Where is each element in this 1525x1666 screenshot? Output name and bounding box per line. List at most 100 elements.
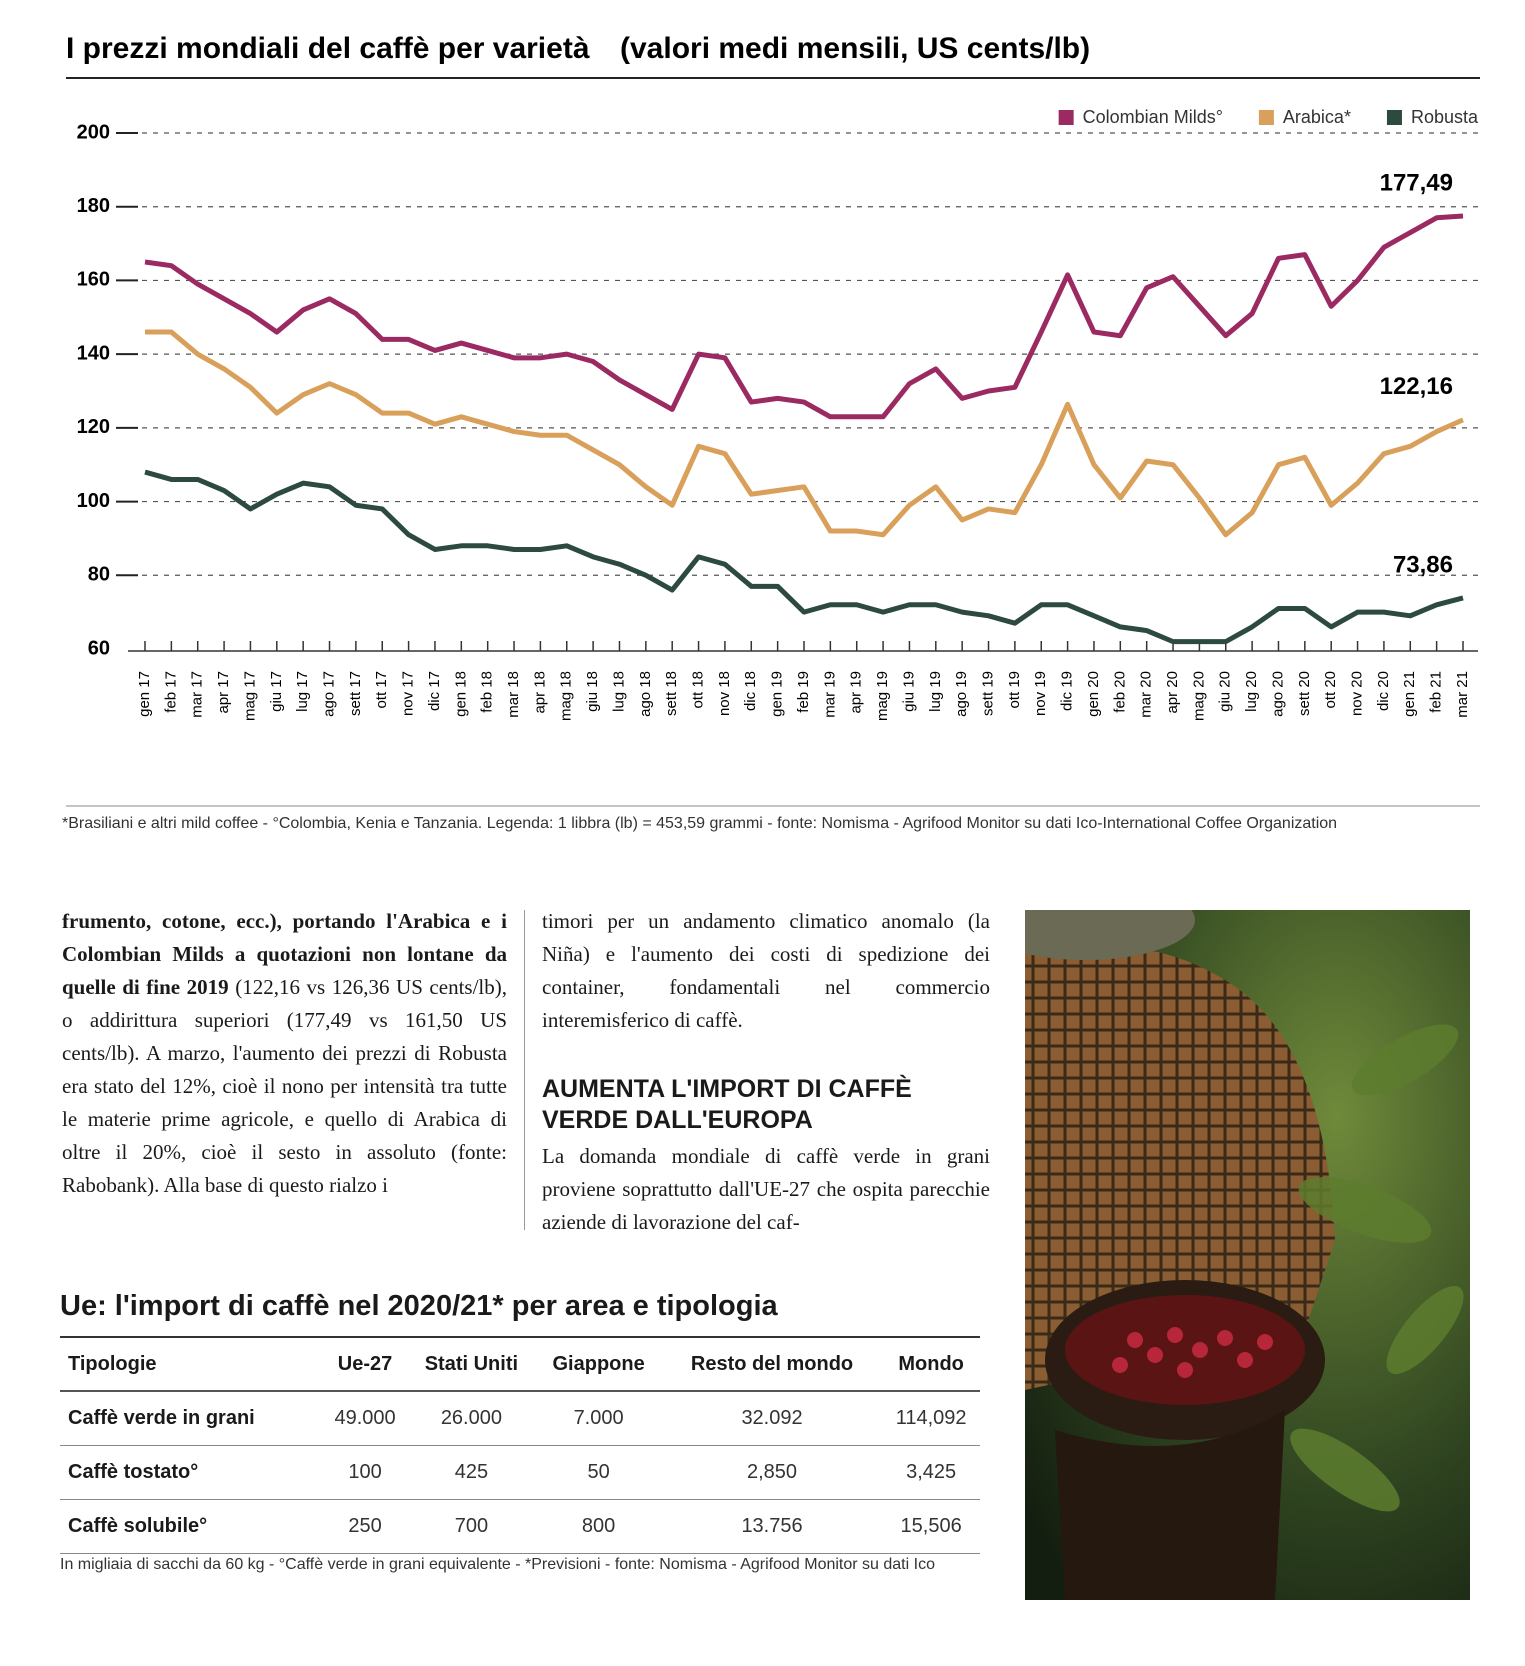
table-cell: 3,425 — [882, 1445, 980, 1500]
x-tick-label: dic 19 — [1059, 671, 1076, 711]
table-cell: 13.756 — [661, 1499, 883, 1554]
x-tick-label: dic 18 — [742, 671, 759, 711]
text: (122,16 vs 126,36 US cents/lb), o addiri… — [62, 975, 507, 1197]
table-note: In migliaia di sacchi da 60 kg - °Caffè … — [60, 1556, 935, 1573]
x-tick-label: lug 20 — [1243, 671, 1260, 712]
x-tick-label: lug 19 — [927, 671, 944, 712]
header-cell: Stati Uniti — [407, 1337, 536, 1392]
header-row: Tipologie Ue-27 Stati Uniti Giappone Resto d… — [60, 1337, 980, 1392]
y-tick-label: 60 — [88, 637, 110, 659]
legend-swatch — [1058, 110, 1074, 125]
table-title: Ue: l'import di caffè nel 2020/21* per a… — [60, 1290, 778, 1322]
legend-swatch — [1386, 110, 1402, 125]
table-row: Caffè solubile° 250 700 800 13.756 15,506 — [60, 1499, 980, 1554]
table-cell: 50 — [535, 1445, 662, 1500]
x-tick-label: giu 18 — [584, 671, 601, 712]
header-cell: Resto del mondo — [661, 1337, 883, 1392]
article-col2: timori per un andamento climatico anomal… — [542, 909, 990, 1032]
x-tick-label: ago 17 — [320, 671, 337, 717]
column-rule — [524, 910, 525, 1230]
table: Tipologie Ue-27 Stati Uniti Giappone Resto d… — [60, 1336, 980, 1554]
x-tick-label: feb 17 — [162, 671, 179, 713]
x-tick-label: sett 18 — [663, 671, 680, 716]
table-cell: Caffè verde in grani — [60, 1391, 323, 1446]
x-tick-label: lug 18 — [610, 671, 627, 712]
y-tick-label: 80 — [88, 564, 110, 586]
x-tick-label: ott 19 — [1006, 671, 1023, 709]
x-tick-label: ago 20 — [1269, 671, 1286, 717]
y-tick-label: 100 — [77, 490, 110, 512]
legend-label: Robusta — [1411, 107, 1479, 127]
series-line — [144, 213, 1464, 420]
x-tick-label: sett 19 — [979, 671, 996, 716]
x-tick-label: nov 20 — [1349, 671, 1366, 716]
x-tick-label: gen 17 — [136, 671, 153, 717]
x-tick-label: ago 19 — [953, 671, 970, 717]
x-tick-label: mar 21 — [1454, 671, 1471, 718]
section-heading: AUMENTA L'IMPORT DI CAFFÈ VERDE DALL'EUR… — [542, 1075, 912, 1134]
photo — [1025, 910, 1470, 1600]
table-cell: 700 — [407, 1499, 536, 1554]
x-tick-label: apr 20 — [1164, 671, 1181, 714]
x-tick-label: mag 18 — [558, 671, 575, 721]
x-tick-label: gen 18 — [452, 671, 469, 717]
table-row: Caffè tostato° 100 425 50 2,850 3,425 — [60, 1445, 980, 1500]
x-tick-label: mag 20 — [1190, 671, 1207, 721]
x-tick-label: feb 19 — [795, 671, 812, 713]
x-tick-label: dic 20 — [1375, 671, 1392, 711]
table-cell: Caffè solubile° — [60, 1499, 323, 1554]
end-label: 177,49 — [1380, 169, 1453, 196]
chart-subtitle: (valori medi mensili, US cents/lb) — [620, 32, 1090, 65]
table-cell: 26.000 — [407, 1391, 536, 1446]
table-cell: 114,092 — [882, 1391, 980, 1446]
x-tick-label: dic 17 — [426, 671, 443, 711]
x-tick-label: giu 19 — [900, 671, 917, 712]
series-line — [145, 329, 1465, 538]
x-tick-label: nov 18 — [716, 671, 733, 716]
x-tick-label: gen 21 — [1401, 671, 1418, 717]
legend-label: Colombian Milds° — [1083, 107, 1223, 127]
x-tick-label: mag 19 — [874, 671, 891, 721]
y-tick-label: 160 — [77, 269, 110, 291]
table-row: Caffè verde in grani 49.000 26.000 7.000 32.… — [60, 1391, 980, 1446]
lead-bold: frumento, cotone, ecc.), portando l'Arab… — [62, 909, 507, 999]
x-tick-label: apr 17 — [215, 671, 232, 714]
y-tick-label: 180 — [77, 195, 110, 217]
series-line — [144, 469, 1464, 645]
x-tick-label: lug 17 — [294, 671, 311, 712]
article-col1: frumento, cotone, ecc.), portando l'Arab… — [62, 905, 507, 1202]
x-tick-label: feb 21 — [1428, 671, 1445, 713]
table-cell: 7.000 — [535, 1391, 662, 1446]
table-cell: 250 — [322, 1499, 408, 1554]
table-cell: 100 — [322, 1445, 408, 1500]
end-label: 73,86 — [1393, 551, 1453, 578]
x-tick-label: sett 20 — [1296, 671, 1313, 716]
x-tick-label: apr 18 — [531, 671, 548, 714]
table-cell: 15,506 — [882, 1499, 980, 1554]
header-cell: Mondo — [882, 1337, 980, 1392]
x-tick-label: feb 18 — [479, 671, 496, 713]
x-tick-label: gen 20 — [1085, 671, 1102, 717]
header-cell: Tipologie — [60, 1337, 323, 1392]
x-tick-label: nov 17 — [400, 671, 417, 716]
chart-footnote: *Brasiliani e altri mild coffee - °Colom… — [62, 815, 1338, 832]
end-label: 122,16 — [1380, 373, 1453, 400]
chart-title: I prezzi mondiali del caffè per varietà — [66, 32, 590, 65]
table-cell: 800 — [535, 1499, 662, 1554]
article-col2b: La domanda mondiale di caffè verde in gr… — [542, 1144, 990, 1234]
y-tick-label: 200 — [77, 121, 110, 143]
y-tick-label: 140 — [77, 342, 110, 364]
x-tick-label: giu 20 — [1217, 671, 1234, 712]
header-cell: Ue-27 — [322, 1337, 408, 1392]
table-cell: 32.092 — [661, 1391, 883, 1446]
x-tick-label: mar 18 — [505, 671, 522, 718]
chart: I prezzi mondiali del caffè per varietà … — [66, 32, 1480, 807]
header-cell: Giappone — [535, 1337, 662, 1392]
x-tick-label: mag 17 — [241, 671, 258, 721]
x-tick-label: nov 19 — [1032, 671, 1049, 716]
x-tick-label: ott 17 — [373, 671, 390, 709]
x-tick-label: mar 17 — [189, 671, 206, 718]
table-cell: 2,850 — [661, 1445, 883, 1500]
x-tick-label: giu 17 — [268, 671, 285, 712]
